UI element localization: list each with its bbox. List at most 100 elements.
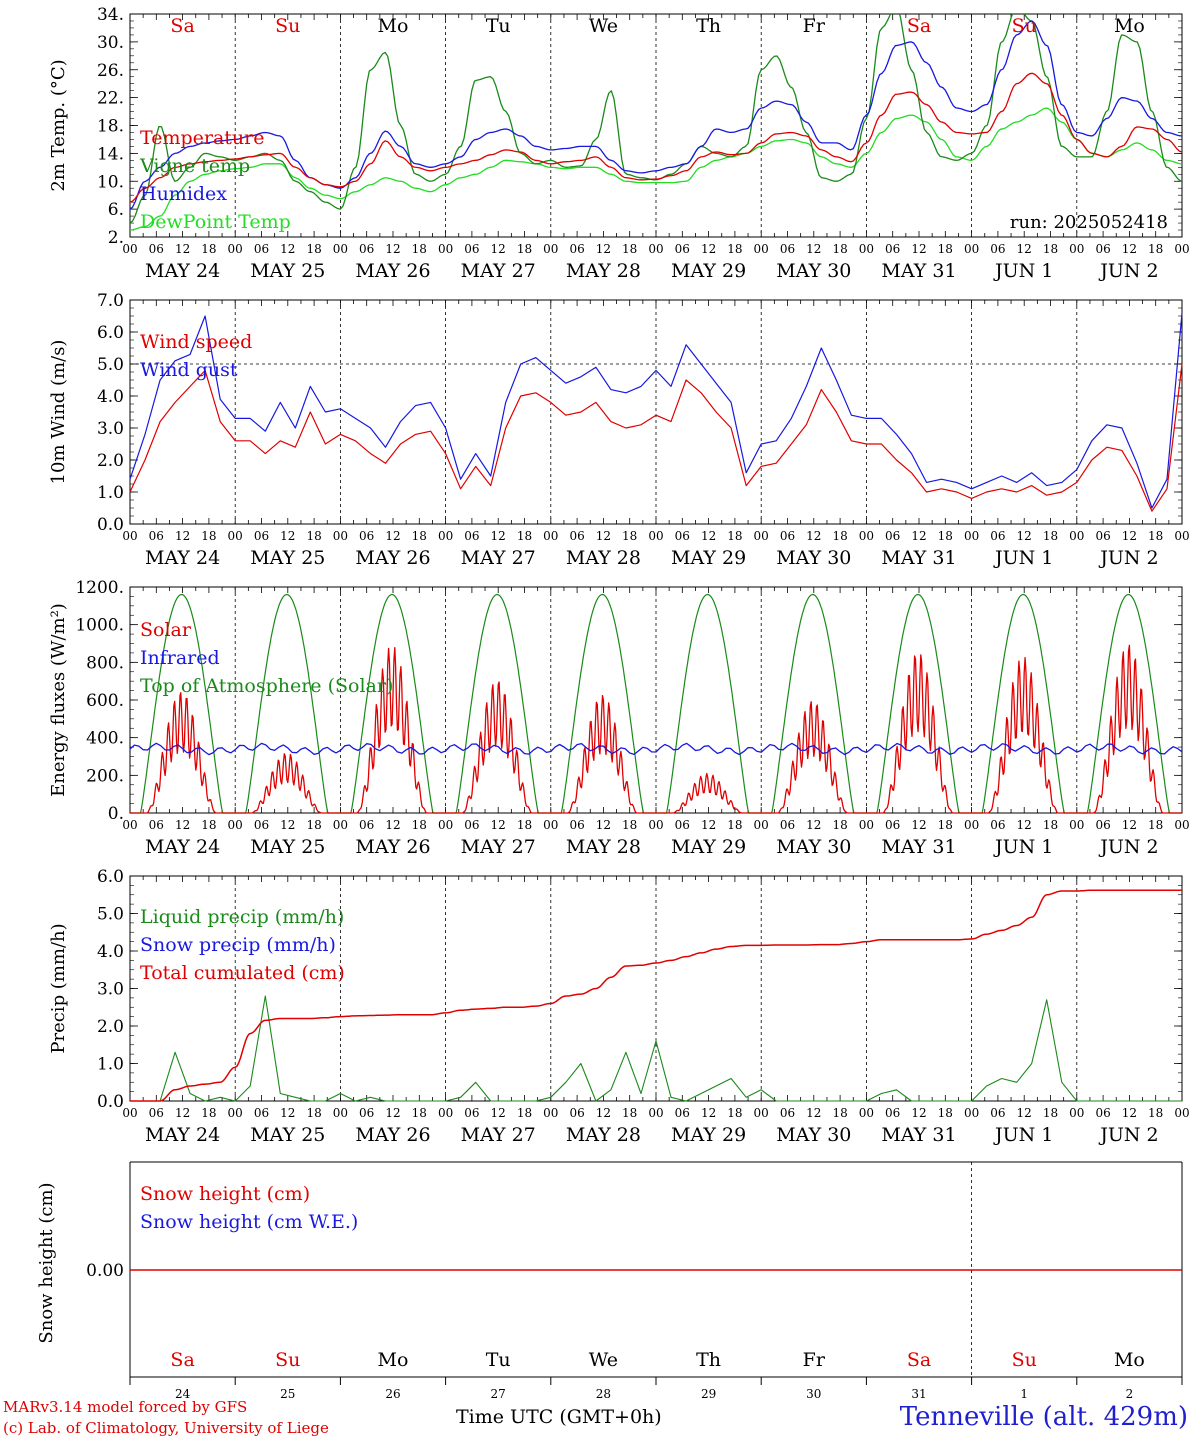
- legend-entry: Snow precip (mm/h): [140, 934, 336, 956]
- hour-tick-label: 18: [622, 1106, 637, 1120]
- hour-tick-label: 12: [1122, 1106, 1137, 1120]
- y-tick-label: 0.0: [97, 1092, 124, 1112]
- legend-entry: Wind gust: [140, 359, 238, 381]
- y-tick-label: 5.0: [97, 905, 124, 925]
- date-number: 25: [280, 1387, 295, 1401]
- hour-tick-label: 00: [438, 818, 453, 832]
- hour-tick-label: 06: [149, 529, 164, 543]
- panel-frame: [129, 13, 1183, 238]
- date-label: MAY 30: [776, 547, 851, 569]
- hour-tick-label: 12: [280, 242, 295, 256]
- hour-tick-label: 00: [333, 529, 348, 543]
- hour-tick-label: 06: [254, 242, 269, 256]
- hour-tick-label: 12: [280, 818, 295, 832]
- hour-tick-label: 00: [438, 529, 453, 543]
- hour-tick-label: 00: [438, 1106, 453, 1120]
- hour-tick-label: 18: [727, 529, 742, 543]
- hour-tick-label: 06: [569, 1106, 584, 1120]
- hour-tick-label: 06: [464, 818, 479, 832]
- hour-tick-label: 00: [122, 818, 137, 832]
- date-number: 2: [1126, 1387, 1134, 1401]
- panel-precip: 00 06 12 18 MAY 24 00 06 12 18 MAY 25 00 06 12 18 MAY …: [48, 867, 1190, 1146]
- hour-tick-label: 18: [201, 818, 216, 832]
- hour-tick-label: 12: [491, 529, 506, 543]
- y-tick-label: 3.0: [97, 980, 124, 1000]
- date-label: JUN 1: [993, 547, 1053, 569]
- hour-tick-label: 06: [780, 529, 795, 543]
- weekday-label: Fr: [803, 1349, 826, 1371]
- hour-tick-label: 00: [1069, 529, 1084, 543]
- hour-tick-label: 06: [359, 1106, 374, 1120]
- legend-entry: Total cumulated (cm): [140, 962, 345, 984]
- legend-entry: Snow height (cm W.E.): [140, 1211, 358, 1233]
- hour-tick-label: 00: [122, 529, 137, 543]
- lab-credit: (c) Lab. of Climatology, University of L…: [3, 1419, 329, 1437]
- hour-tick-label: 00: [859, 529, 874, 543]
- date-label: MAY 26: [355, 260, 430, 282]
- hour-tick-label: 00: [228, 529, 243, 543]
- y-tick-label: 400.: [86, 729, 124, 749]
- hour-tick-label: 00: [859, 1106, 874, 1120]
- series-wind-gust: [129, 312, 1183, 509]
- hour-tick-label: 00: [754, 529, 769, 543]
- date-label: MAY 28: [566, 547, 641, 569]
- date-label: MAY 29: [671, 547, 746, 569]
- hour-tick-label: 18: [622, 818, 637, 832]
- y-tick-label: 2.0: [97, 451, 124, 471]
- legend-entry: Liquid precip (mm/h): [140, 906, 344, 928]
- hour-tick-label: 18: [412, 818, 427, 832]
- hour-tick-label: 12: [175, 529, 190, 543]
- hour-tick-label: 18: [938, 242, 953, 256]
- hour-tick-label: 12: [701, 242, 716, 256]
- weekday-label: We: [589, 1349, 618, 1371]
- weekday-label: Sa: [907, 15, 931, 37]
- y-tick-label: 3.0: [97, 419, 124, 439]
- series-humidex: [130, 20, 1182, 210]
- series-dewpoint-temp: [130, 107, 1182, 231]
- date-label: MAY 28: [566, 1124, 641, 1146]
- hour-tick-label: 18: [1148, 242, 1163, 256]
- hour-tick-label: 18: [938, 818, 953, 832]
- hour-tick-label: 12: [385, 1106, 400, 1120]
- y-tick-label: 6.0: [97, 323, 124, 343]
- date-label: MAY 31: [881, 1124, 956, 1146]
- weekday-label: Th: [696, 1349, 721, 1371]
- series-solar: [130, 644, 1182, 814]
- legend-entry: Temperature: [140, 127, 264, 149]
- hour-tick-label: 06: [149, 818, 164, 832]
- hour-tick-label: 12: [385, 242, 400, 256]
- hour-tick-label: 18: [306, 818, 321, 832]
- hour-tick-label: 06: [569, 529, 584, 543]
- y-tick-label: 18.: [97, 117, 124, 137]
- hour-tick-label: 00: [964, 242, 979, 256]
- legend-entry: Vigne temp: [139, 155, 250, 177]
- hour-tick-label: 12: [1122, 529, 1137, 543]
- y-tick-label: 0.: [108, 804, 124, 824]
- hour-tick-label: 12: [491, 1106, 506, 1120]
- weekday-label: Su: [1012, 15, 1037, 37]
- y-tick-label: 1.0: [97, 483, 124, 503]
- y-tick-label: 1200.: [75, 578, 124, 598]
- hour-tick-label: 12: [596, 242, 611, 256]
- hour-tick-label: 06: [675, 818, 690, 832]
- date-label: MAY 25: [250, 547, 325, 569]
- weekday-label: Su: [1012, 1349, 1037, 1371]
- temperature-lines: [130, 14, 1182, 231]
- y-tick-label: 600.: [86, 691, 124, 711]
- hour-tick-label: 18: [832, 529, 847, 543]
- hour-tick-label: 06: [780, 1106, 795, 1120]
- hour-tick-label: 00: [1174, 242, 1189, 256]
- y-tick-label: 1000.: [75, 616, 124, 636]
- legend-entry: Top of Atmosphere (Solar): [140, 675, 393, 697]
- hour-tick-label: 18: [832, 1106, 847, 1120]
- y-tick-label: 26.: [97, 61, 124, 81]
- hour-tick-label: 00: [754, 242, 769, 256]
- y-tick-label: 6.: [108, 200, 124, 220]
- y-tick-label: 7.0: [97, 291, 124, 311]
- weekday-label: We: [589, 15, 618, 37]
- hour-tick-label: 00: [1069, 242, 1084, 256]
- hour-tick-label: 00: [438, 242, 453, 256]
- hour-tick-label: 18: [412, 1106, 427, 1120]
- y-tick-label: 800.: [86, 653, 124, 673]
